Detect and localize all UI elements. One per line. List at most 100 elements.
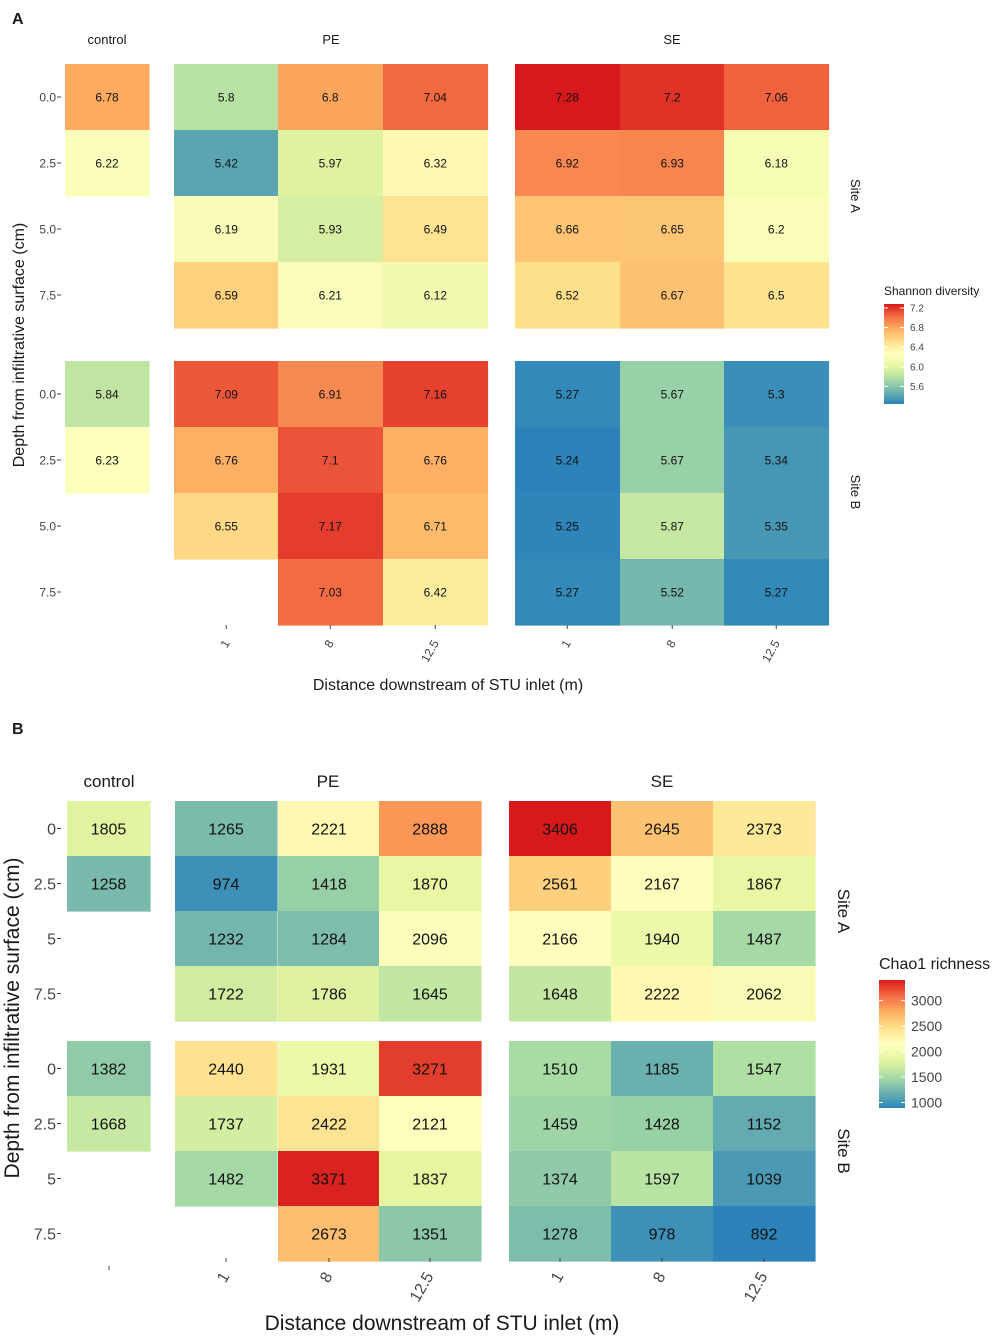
cell-b-site-a-se-r3-c1-label: 2222: [644, 986, 680, 1003]
cell-a-site-a-se-r1-c1: [620, 130, 726, 197]
cell-a-site-a-control-r0-c0: [65, 64, 150, 131]
cell-a-site-a-pe-r1-c0-label: 5.42: [215, 156, 239, 170]
cell-a-site-a-se-r3-c2-label: 6.5: [768, 288, 785, 302]
cell-a-site-a-pe-r1-c1-label: 5.97: [319, 156, 343, 170]
cell-b-site-b-se-r2-c2: [713, 1151, 816, 1207]
y-tick-label-b-0-1: 2.5: [34, 876, 56, 893]
cell-a-site-b-pe-r2-c0: [174, 493, 280, 560]
legend-tick-label-a-3: 6.0: [910, 362, 924, 373]
y-tick-label-b-1-0: 0: [47, 1061, 56, 1078]
panel-b-legend-title: Chao1 richness: [879, 956, 990, 973]
cell-b-site-a-pe-r0-c2-label: 2888: [412, 821, 448, 838]
cell-a-site-b-se-r1-c0: [515, 427, 621, 494]
cell-b-site-a-control-r0-c0-label: 1805: [91, 821, 127, 838]
cell-b-site-b-control-r0-c0: [67, 1041, 151, 1097]
cell-b-site-b-pe-r0-c0-label: 2440: [208, 1061, 244, 1078]
cell-b-site-a-pe-r1-c1: [278, 856, 381, 912]
cell-b-site-a-control-r1-c0-label: 1258: [91, 876, 127, 893]
cell-b-site-b-se-r3-c0-label: 1278: [542, 1226, 578, 1243]
cell-b-site-a-pe-r2-c0-label: 1232: [208, 931, 244, 948]
cell-a-site-a-control-r0-c0-label: 6.78: [95, 90, 119, 104]
cell-a-site-a-pe-r0-c0: [174, 64, 280, 131]
cell-a-site-a-pe-r2-c1: [278, 196, 384, 263]
cell-b-site-a-pe-r3-c2: [379, 966, 482, 1022]
cell-a-site-a-pe-r0-c0-label: 5.8: [218, 90, 235, 104]
cell-b-site-a-se-r2-c0-label: 2166: [542, 931, 578, 948]
cell-b-site-b-pe-r0-c0: [175, 1041, 278, 1097]
cell-a-site-b-pe-r0-c0-label: 7.09: [215, 387, 239, 401]
cell-a-site-a-pe-r1-c2-label: 6.32: [424, 156, 448, 170]
cell-a-site-a-pe-r2-c2: [383, 196, 489, 263]
cell-b-site-b-pe-r2-c0: [175, 1151, 278, 1207]
cell-b-site-b-pe-r1-c0: [175, 1096, 278, 1152]
cell-a-site-b-pe-r0-c1-label: 6.91: [319, 387, 343, 401]
cell-b-site-a-se-r2-c2: [713, 911, 816, 967]
cell-a-site-a-pe-r0-c1-label: 6.8: [322, 90, 339, 104]
cell-b-site-a-se-r2-c1-label: 1940: [644, 931, 680, 948]
cell-a-site-b-pe-r2-c1: [278, 493, 384, 560]
cell-b-site-a-se-r3-c2-label: 2062: [746, 986, 782, 1003]
y-tick-label-a-0-2: 5.0: [39, 222, 56, 236]
cell-b-site-a-se-r2-c2-label: 1487: [746, 931, 782, 948]
cell-b-site-a-se-r3-c0: [509, 966, 612, 1022]
cell-b-site-a-pe-r1-c2: [379, 856, 482, 912]
cell-a-site-b-se-r0-c1: [620, 361, 726, 428]
cell-a-site-a-pe-r1-c1: [278, 130, 384, 197]
x-tick-label-b-pe-1: 8: [317, 1269, 336, 1285]
y-tick-label-a-0-0: 0.0: [39, 90, 56, 104]
cell-b-site-b-se-r1-c2-label: 1152: [747, 1116, 782, 1133]
cell-a-site-b-se-r3-c0-label: 5.27: [556, 585, 580, 599]
cell-b-site-b-se-r0-c0: [509, 1041, 612, 1097]
legend-tick-label-b-2: 2000: [911, 1044, 942, 1060]
cell-b-site-b-se-r1-c2: [713, 1096, 816, 1152]
panel-b-facet-control: control: [83, 772, 134, 791]
cell-a-site-a-se-r3-c1-label: 6.67: [661, 288, 685, 302]
cell-b-site-b-pe-r0-c1: [278, 1041, 381, 1097]
x-tick-label-a-pe-1: 8: [321, 637, 337, 650]
y-tick-label-a-1-3: 7.5: [39, 585, 56, 599]
cell-a-site-a-se-r3-c0-label: 6.52: [556, 288, 580, 302]
cell-b-site-b-se-r2-c0-label: 1374: [542, 1171, 578, 1188]
cell-b-site-a-se-r1-c1-label: 2167: [644, 876, 680, 893]
cell-b-site-a-se-r2-c1: [611, 911, 714, 967]
cell-a-site-b-pe-r2-c2-label: 6.71: [424, 519, 448, 533]
cell-a-site-b-se-r0-c2: [724, 361, 830, 428]
cell-b-site-b-se-r1-c0-label: 1459: [542, 1116, 578, 1133]
cell-a-site-a-pe-r2-c2-label: 6.49: [424, 222, 448, 236]
cell-a-site-b-se-r1-c2: [724, 427, 830, 494]
cell-a-site-a-se-r3-c1: [620, 262, 726, 329]
cell-a-site-a-pe-r0-c1: [278, 64, 384, 131]
panel-a: A control PE SE 6.78 6.22 5.8 6.8 7.04 5.42 5.…: [11, 11, 979, 694]
cell-a-site-a-se-r1-c1-label: 6.93: [661, 156, 685, 170]
cell-a-site-a-se-r2-c0-label: 6.66: [556, 222, 580, 236]
cell-a-site-a-se-r0-c0-label: 7.28: [556, 90, 580, 104]
cell-a-site-b-se-r1-c0-label: 5.24: [556, 453, 580, 467]
cell-a-site-b-se-r1-c1: [620, 427, 726, 494]
cell-b-site-a-se-r3-c1: [611, 966, 714, 1022]
y-tick-label-b-0-2: 5: [47, 931, 56, 948]
cell-b-site-b-pe-r1-c1-label: 2422: [311, 1116, 347, 1133]
cell-a-site-a-se-r2-c0: [515, 196, 621, 263]
cell-a-site-b-pe-r1-c1-label: 7.1: [322, 453, 339, 467]
panel-a-facet-se: SE: [663, 32, 681, 47]
cell-b-site-a-se-r0-c2: [713, 801, 816, 857]
cell-b-site-a-se-r3-c0-label: 1648: [542, 986, 578, 1003]
cell-b-site-b-se-r0-c2-label: 1547: [746, 1061, 782, 1078]
cell-b-site-a-control-r0-c0: [67, 801, 151, 857]
cell-b-site-a-se-r1-c2-label: 1867: [746, 876, 782, 893]
cell-b-site-a-pe-r2-c2: [379, 911, 482, 967]
cell-b-site-a-se-r0-c1: [611, 801, 714, 857]
y-tick-label-b-1-2: 5: [47, 1171, 56, 1188]
cell-a-site-b-se-r0-c1-label: 5.67: [661, 387, 685, 401]
legend-tick-label-a-4: 5.6: [910, 382, 924, 393]
cell-a-site-b-se-r0-c2-label: 5.3: [768, 387, 785, 401]
panel-a-x-axis-title: Distance downstream of STU inlet (m): [313, 677, 583, 694]
cell-b-site-b-se-r2-c1-label: 1597: [644, 1171, 680, 1188]
cell-b-site-b-pe-r1-c2: [379, 1096, 482, 1152]
y-tick-label-a-1-2: 5.0: [39, 519, 56, 533]
cell-b-site-a-pe-r2-c0: [175, 911, 278, 967]
cell-b-site-a-se-r1-c0: [509, 856, 612, 912]
cell-b-site-b-pe-r2-c2: [379, 1151, 482, 1207]
panel-a-y-axis-title: Depth from infiltrative surface (cm): [11, 223, 28, 468]
cell-a-site-b-se-r1-c1-label: 5.67: [661, 453, 685, 467]
